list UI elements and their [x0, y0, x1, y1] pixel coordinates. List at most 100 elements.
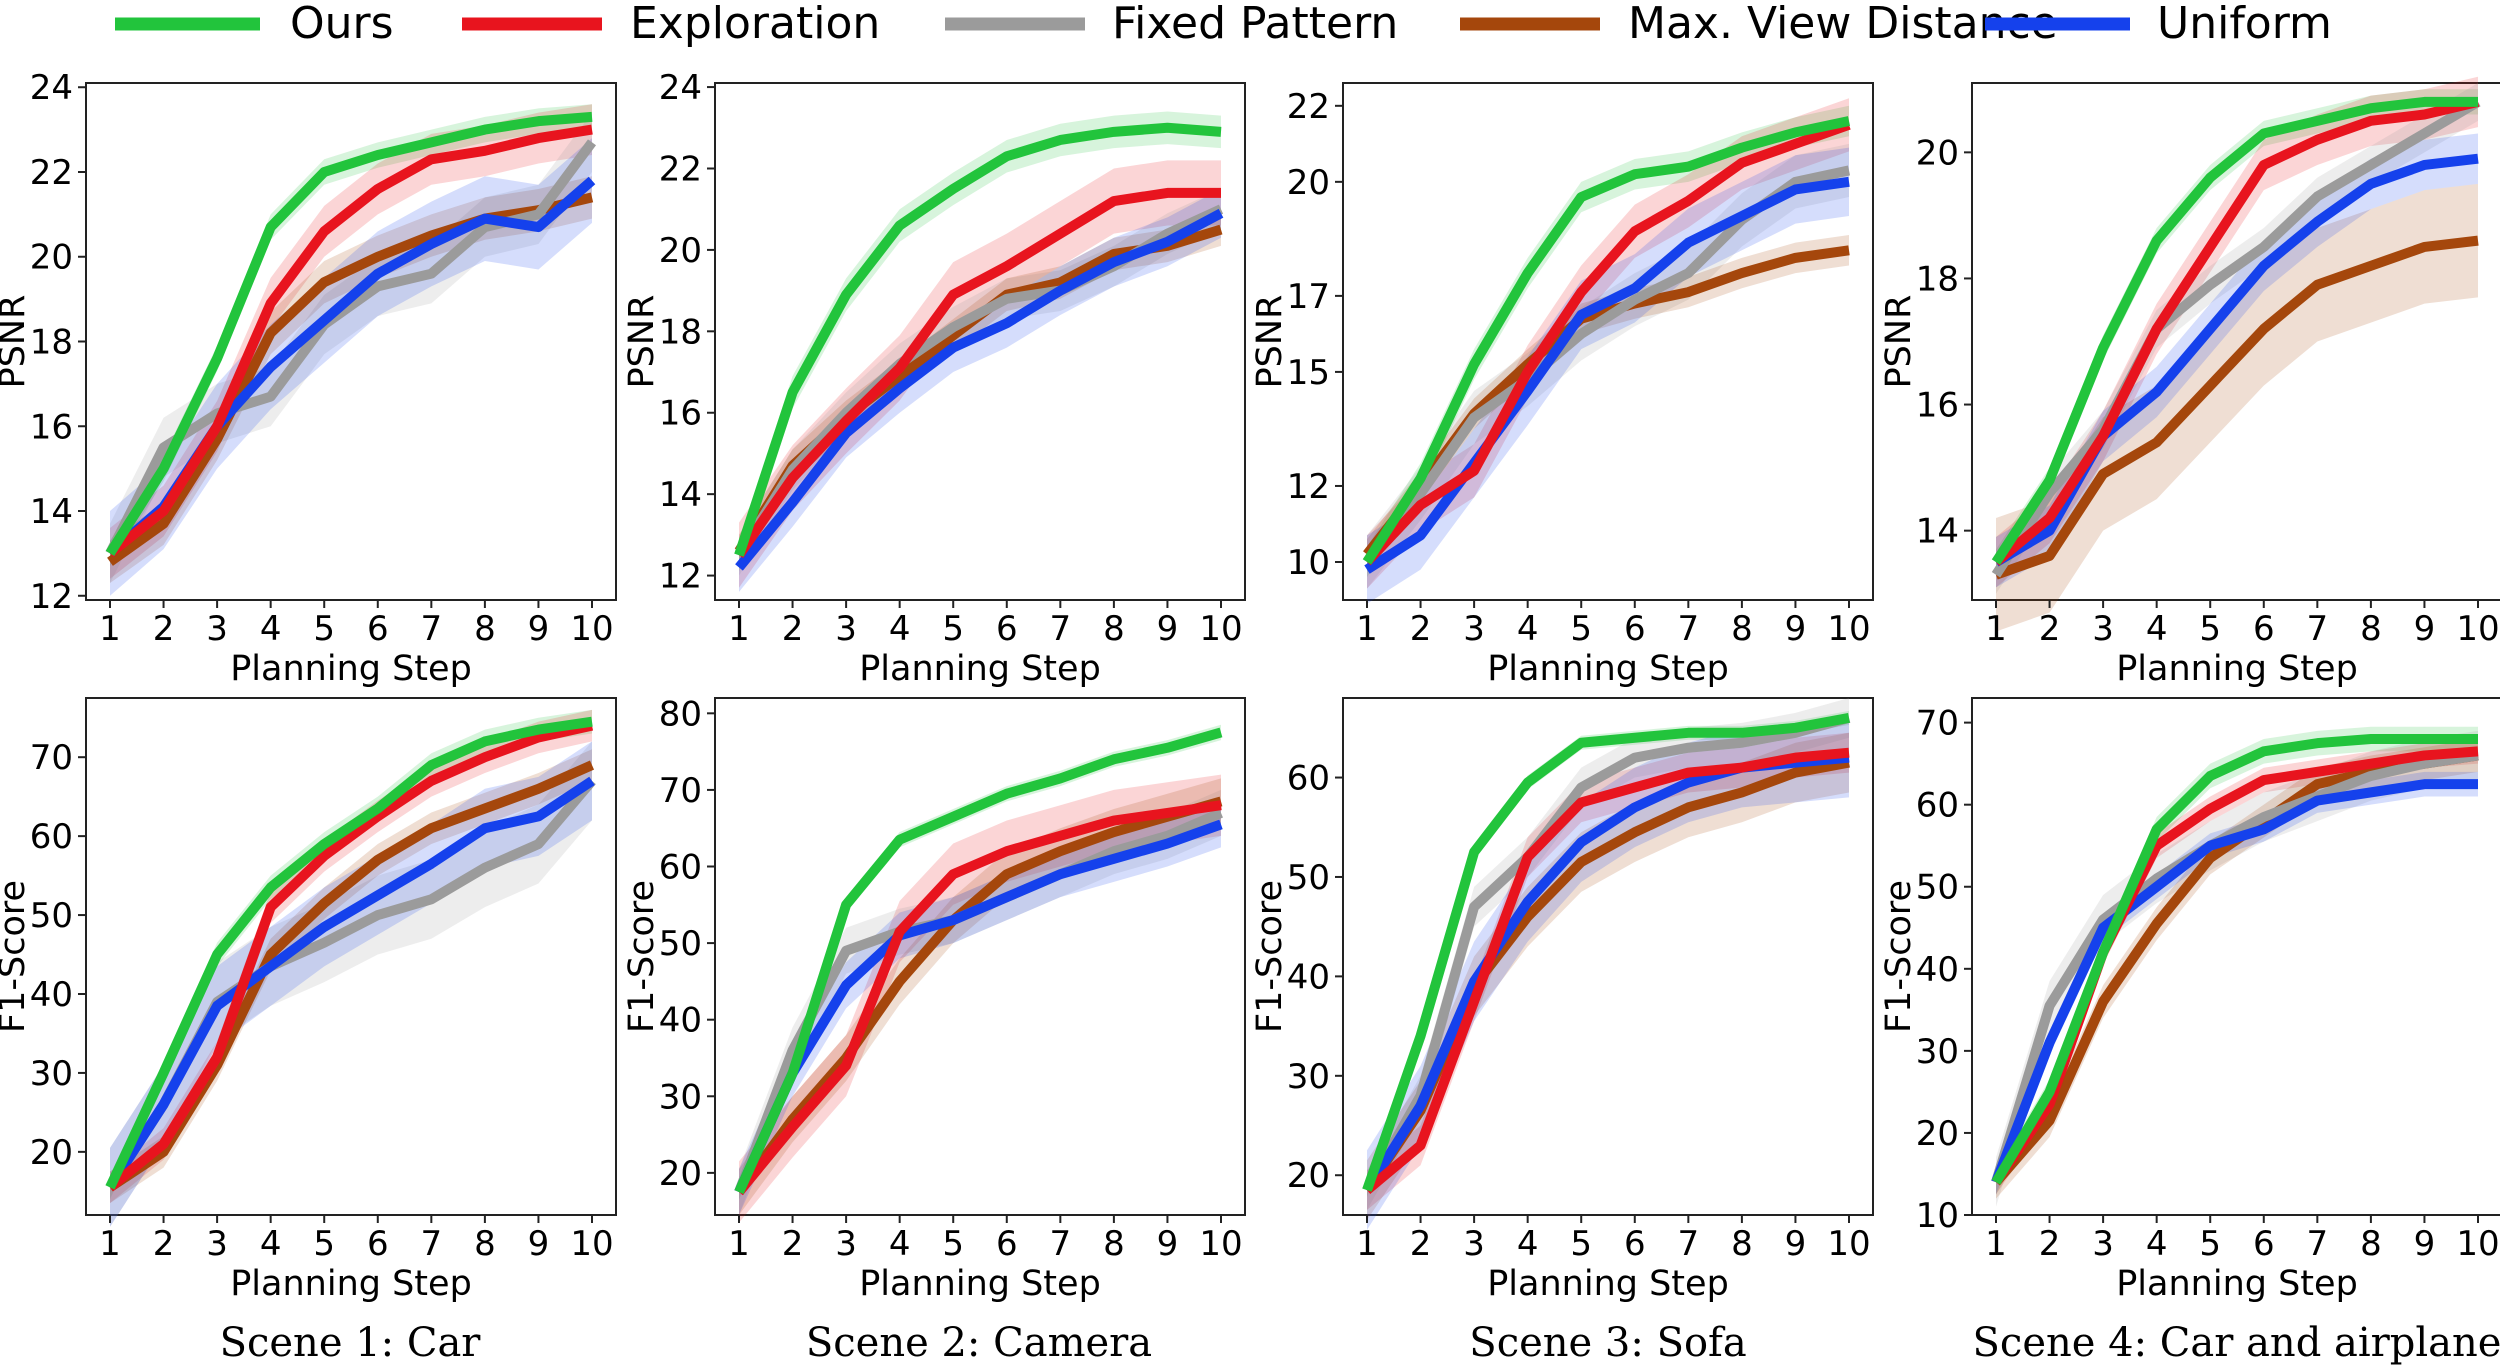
- y-tick-label: 15: [1287, 353, 1330, 393]
- confidence-bands: [110, 709, 592, 1227]
- y-tick-label: 20: [659, 231, 702, 271]
- y-tick-label: 22: [30, 153, 73, 193]
- y-tick-label: 60: [659, 848, 702, 888]
- x-tick-label: 3: [1463, 609, 1485, 649]
- y-tick-label: 24: [659, 68, 702, 108]
- caption-scene-2: Scene 2: Camera: [806, 1320, 1152, 1366]
- y-tick-label: 20: [30, 238, 73, 278]
- series-lines: [1991, 96, 2481, 580]
- series-line-uniform: [734, 819, 1223, 1195]
- x-tick-label: 8: [474, 609, 496, 649]
- x-tick-label: 9: [1157, 1224, 1179, 1264]
- x-tick-label: 9: [528, 609, 550, 649]
- y-axis-label: F1-Score: [622, 880, 662, 1033]
- x-tick-label: 3: [835, 1224, 857, 1264]
- legend-label-ours: Ours: [290, 0, 394, 49]
- legend-label-exploration: Exploration: [630, 0, 880, 49]
- x-tick-label: 4: [2146, 1224, 2168, 1264]
- plot-frame: [85, 697, 617, 1216]
- x-tick-label: 6: [367, 609, 389, 649]
- x-tick-label: 1: [1985, 609, 2007, 649]
- x-tick-label: 1: [1985, 1224, 2007, 1264]
- caption-scene-1: Scene 1: Car: [220, 1320, 482, 1366]
- x-tick-label: 5: [313, 609, 335, 649]
- y-tick-label: 50: [659, 924, 702, 964]
- y-tick-label: 40: [30, 975, 73, 1015]
- y-tick-label: 18: [30, 323, 73, 363]
- y-tick-label: 60: [30, 817, 73, 857]
- x-axis-label: Planning Step: [2116, 1264, 2358, 1304]
- confidence-bands: [1367, 98, 1849, 604]
- y-axis-label: PSNR: [1879, 295, 1919, 389]
- x-axis-ticks: 1 2 3 4 5 6 7 8 9 10: [1985, 1215, 2500, 1264]
- x-tick-label: 9: [528, 1224, 550, 1264]
- y-tick-label: 60: [1916, 786, 1959, 826]
- x-tick-label: 6: [2253, 609, 2275, 649]
- x-tick-label: 8: [1103, 609, 1125, 649]
- y-axis-ticks: 14 16 18 20: [1916, 133, 1972, 552]
- legend-label-uniform: Uniform: [2157, 0, 2332, 49]
- series-line-uniform: [105, 776, 595, 1191]
- band-fixed: [110, 741, 592, 1227]
- plot-frame: [1971, 82, 2500, 601]
- plot-frame: [714, 82, 1246, 601]
- x-axis-label: Planning Step: [230, 649, 472, 689]
- x-tick-label: 7: [2307, 609, 2329, 649]
- y-tick-label: 12: [659, 557, 702, 597]
- band-uniform: [739, 188, 1221, 592]
- x-tick-label: 9: [1785, 1224, 1807, 1264]
- x-tick-label: 8: [1103, 1224, 1125, 1264]
- y-tick-label: 50: [1916, 868, 1959, 908]
- x-tick-label: 7: [2307, 1224, 2329, 1264]
- band-fixed: [1367, 143, 1849, 589]
- band-exploration: [739, 160, 1221, 588]
- y-axis-ticks: 10 20 30 40 50 60 70: [1916, 704, 1972, 1236]
- y-axis-label: PSNR: [1250, 295, 1290, 389]
- y-tick-label: 50: [30, 896, 73, 936]
- x-tick-label: 4: [889, 609, 911, 649]
- legend: Ours Exploration Fixed Pattern Max. View Di…: [115, 0, 2332, 49]
- y-tick-label: 12: [30, 577, 73, 617]
- x-tick-label: 7: [1678, 1224, 1700, 1264]
- band-ours: [1367, 105, 1849, 578]
- y-axis-label: F1-Score: [1250, 880, 1290, 1033]
- y-tick-label: 30: [1916, 1032, 1959, 1072]
- y-tick-label: 40: [1916, 950, 1959, 990]
- band-uniform: [110, 741, 592, 1227]
- y-tick-label: 18: [659, 312, 702, 352]
- x-tick-label: 7: [1678, 609, 1700, 649]
- x-tick-label: 5: [942, 1224, 964, 1264]
- x-axis-ticks: 1 2 3 4 5 6 7 8 9 10: [728, 1215, 1243, 1264]
- x-tick-label: 5: [2199, 609, 2221, 649]
- legend-item-exploration: Exploration: [462, 0, 880, 49]
- x-tick-label: 9: [1785, 609, 1807, 649]
- y-tick-label: 50: [1287, 858, 1330, 898]
- series-line-exploration: [1363, 747, 1850, 1194]
- scene-captions: Scene 1: Car Scene 2: Camera Scene 3: So…: [220, 1320, 2500, 1366]
- series-line-ours: [1362, 712, 1850, 1192]
- x-tick-label: 8: [474, 1224, 496, 1264]
- x-tick-label: 6: [996, 609, 1018, 649]
- y-tick-label: 30: [1287, 1057, 1330, 1097]
- y-axis-ticks: 10 12 15 17 20 22: [1287, 87, 1343, 583]
- x-tick-label: 3: [2092, 609, 2114, 649]
- series-line-ours: [1991, 96, 2478, 565]
- plot-frame: [1971, 697, 2500, 1216]
- x-tick-label: 8: [1731, 1224, 1753, 1264]
- x-tick-label: 5: [313, 1224, 335, 1264]
- x-axis-ticks: 1 2 3 4 5 6 7 8 9 10: [1356, 600, 1871, 649]
- x-tick-label: 4: [889, 1224, 911, 1264]
- x-axis-ticks: 1 2 3 4 5 6 7 8 9 10: [1985, 600, 2500, 649]
- y-tick-label: 16: [30, 407, 73, 447]
- series-line-exploration: [106, 720, 594, 1192]
- band-exploration: [1367, 732, 1849, 1211]
- y-tick-label: 20: [659, 1154, 702, 1194]
- x-tick-label: 5: [1570, 1224, 1592, 1264]
- x-axis-ticks: 1 2 3 4 5 6 7 8 9 10: [99, 1215, 614, 1264]
- series-line-exploration: [1992, 97, 2480, 567]
- y-tick-label: 14: [1916, 512, 1959, 552]
- y-tick-label: 70: [659, 771, 702, 811]
